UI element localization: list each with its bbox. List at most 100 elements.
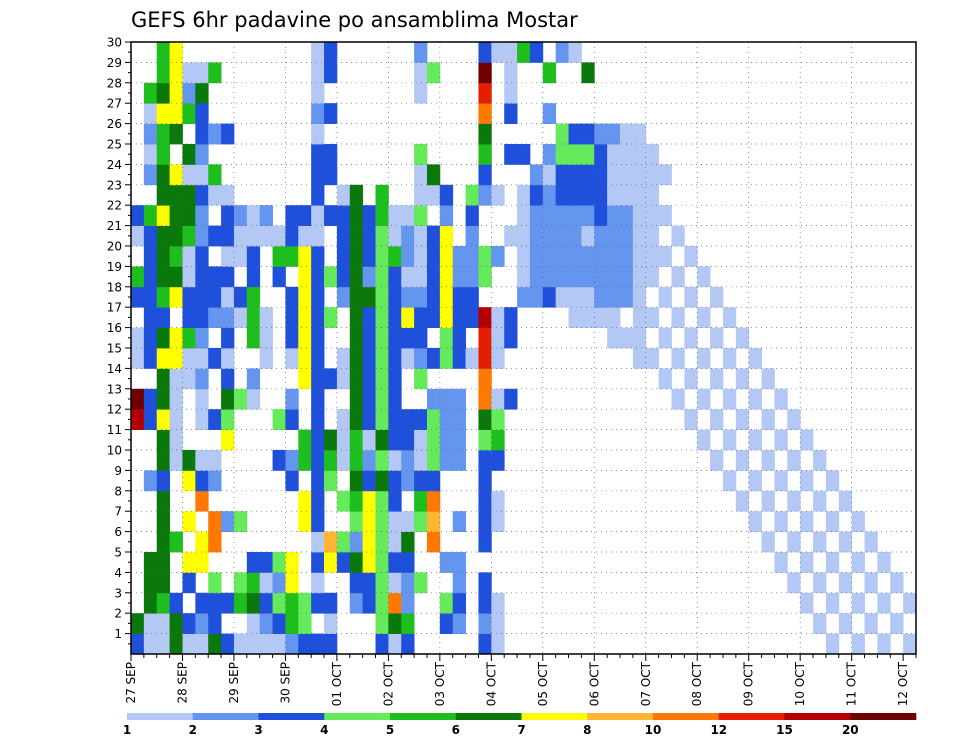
heatmap-cell [375, 572, 389, 594]
heatmap-cell [143, 123, 158, 145]
heatmap-cell [632, 144, 647, 165]
heatmap-cell [272, 592, 286, 614]
heatmap-cell [401, 613, 415, 634]
heatmap-cell [439, 205, 454, 226]
heatmap-cell [336, 286, 351, 308]
heatmap-cell [864, 572, 878, 594]
heatmap-cell [388, 429, 402, 451]
heatmap-cell [233, 286, 248, 308]
heatmap-cell [542, 225, 557, 247]
heatmap-cell [324, 531, 338, 553]
heatmap-cell [620, 246, 634, 267]
heatmap-cell [375, 388, 389, 410]
heatmap-cell [336, 531, 351, 553]
heatmap-cell [272, 633, 286, 655]
heatmap-cell [182, 348, 196, 369]
heatmap-cell [697, 348, 711, 369]
heatmap-cell [362, 552, 376, 573]
heatmap-cell [349, 286, 364, 308]
heatmap-cell [864, 531, 878, 553]
heatmap-cell [426, 470, 441, 492]
heatmap-cell [156, 531, 171, 553]
heatmap-cell [401, 225, 415, 247]
heatmap-cell [195, 184, 209, 206]
heatmap-cell [851, 552, 865, 573]
heatmap-cell [491, 388, 505, 410]
heatmap-cell [169, 266, 183, 288]
y-tick-label: 13 [107, 382, 122, 396]
heatmap-cell [246, 307, 261, 328]
heatmap-cell [439, 552, 454, 573]
heatmap-cell [221, 592, 235, 614]
heatmap-cell [504, 103, 518, 124]
heatmap-cell [452, 592, 466, 614]
heatmap-cell [349, 368, 364, 390]
heatmap-cell [903, 633, 917, 655]
heatmap-cell [349, 266, 364, 288]
heatmap-cell [439, 429, 454, 451]
heatmap-cell [272, 572, 286, 594]
heatmap-cell [298, 450, 312, 471]
heatmap-cell [504, 62, 518, 84]
heatmap-cell [555, 205, 569, 226]
chart-title: GEFS 6hr padavine po ansamblima Mostar [131, 8, 578, 32]
heatmap-cell [632, 266, 647, 288]
heatmap-cell [529, 225, 544, 247]
y-tick-label: 26 [107, 117, 122, 131]
heatmap-cell [426, 184, 441, 206]
heatmap-cell [426, 490, 441, 512]
heatmap-cell [426, 266, 441, 288]
heatmap-cell [336, 368, 351, 390]
heatmap-cell [632, 225, 647, 247]
colorbar-label: 10 [645, 723, 662, 737]
heatmap-cell [195, 205, 209, 226]
heatmap-cell [182, 103, 196, 124]
heatmap-cell [375, 184, 389, 206]
heatmap-cell [182, 184, 196, 206]
heatmap-cell [452, 286, 466, 308]
heatmap-cell [542, 144, 557, 165]
heatmap-cell [156, 225, 171, 247]
heatmap-cell [568, 123, 582, 145]
heatmap-cell [246, 388, 261, 410]
heatmap-cell [221, 327, 235, 349]
heatmap-cell [362, 450, 376, 471]
heatmap-cell [156, 82, 171, 104]
heatmap-cell [787, 490, 801, 512]
heatmap-cell [671, 225, 685, 247]
x-tick-label: 01 OCT [330, 661, 344, 706]
heatmap-cell [362, 429, 376, 451]
heatmap-cell [697, 388, 711, 410]
colorbar-label: 15 [776, 723, 793, 737]
heatmap-cell [388, 470, 402, 492]
heatmap-cell [761, 531, 775, 553]
heatmap-cell [362, 572, 376, 594]
heatmap-cell [388, 613, 402, 634]
heatmap-cell [594, 205, 608, 226]
heatmap-cell [504, 327, 518, 349]
heatmap-cell [131, 286, 145, 308]
heatmap-cell [233, 205, 248, 226]
heatmap-cell [401, 286, 415, 308]
heatmap-cell [272, 246, 286, 267]
heatmap-cell [311, 144, 325, 165]
heatmap-cell [221, 184, 235, 206]
heatmap-cell [298, 286, 312, 308]
y-tick-label: 25 [107, 138, 122, 152]
heatmap-cell [324, 144, 338, 165]
heatmap-cell [156, 42, 171, 63]
heatmap-cell [285, 552, 299, 573]
heatmap-cell [581, 164, 595, 186]
y-tick-label: 23 [107, 178, 122, 192]
heatmap-cell [169, 82, 183, 104]
heatmap-cell [607, 144, 621, 165]
heatmap-cell [813, 613, 827, 634]
heatmap-cell [156, 450, 171, 471]
heatmap-cell [504, 225, 518, 247]
heatmap-cell [491, 450, 505, 471]
heatmap-cell [722, 470, 737, 492]
y-tick-label: 28 [107, 76, 122, 90]
heatmap-cell [298, 225, 312, 247]
heatmap-cell [182, 368, 196, 390]
heatmap-cell [645, 205, 660, 226]
